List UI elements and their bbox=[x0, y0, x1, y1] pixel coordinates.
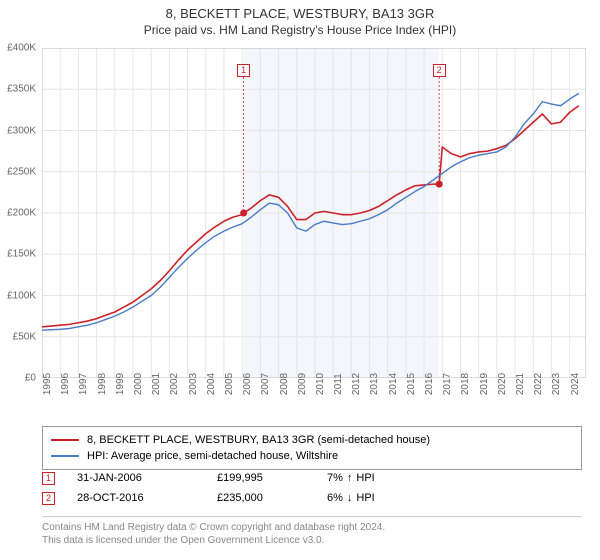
x-tick-label: 2011 bbox=[333, 373, 344, 395]
sale-pct-value: 6% bbox=[327, 492, 343, 504]
chart-subtitle: Price paid vs. HM Land Registry's House … bbox=[0, 23, 600, 37]
sale-date: 31-JAN-2006 bbox=[77, 472, 217, 484]
x-tick-label: 2022 bbox=[533, 373, 544, 395]
sale-row-marker: 2 bbox=[42, 492, 55, 505]
x-tick-label: 2024 bbox=[570, 373, 581, 395]
x-tick-label: 2016 bbox=[424, 373, 435, 395]
x-tick-label: 2014 bbox=[388, 373, 399, 395]
x-tick-label: 2018 bbox=[460, 373, 471, 395]
footer: Contains HM Land Registry data © Crown c… bbox=[42, 516, 582, 547]
x-tick-label: 2013 bbox=[369, 373, 380, 395]
x-tick-label: 2020 bbox=[497, 373, 508, 395]
x-tick-label: 1995 bbox=[42, 373, 53, 395]
x-tick-label: 2006 bbox=[242, 373, 253, 395]
title-block: 8, BECKETT PLACE, WESTBURY, BA13 3GR Pri… bbox=[0, 0, 600, 39]
chart-svg bbox=[42, 48, 586, 378]
y-tick-label: £0 bbox=[25, 373, 36, 384]
y-tick-label: £50K bbox=[13, 331, 36, 342]
chart-title: 8, BECKETT PLACE, WESTBURY, BA13 3GR bbox=[0, 6, 600, 21]
x-axis: 1995199619971998199920002001200220032004… bbox=[42, 380, 586, 420]
y-tick-label: £300K bbox=[7, 125, 36, 136]
x-tick-label: 2007 bbox=[260, 373, 271, 395]
footer-line-1: Contains HM Land Registry data © Crown c… bbox=[42, 521, 582, 534]
y-tick-label: £200K bbox=[7, 208, 36, 219]
sale-vs-label: HPI bbox=[356, 472, 374, 484]
x-tick-label: 2009 bbox=[297, 373, 308, 395]
x-tick-label: 2003 bbox=[188, 373, 199, 395]
sale-vs-label: HPI bbox=[356, 492, 374, 504]
y-axis: £0£50K£100K£150K£200K£250K£300K£350K£400… bbox=[0, 48, 40, 378]
y-tick-label: £350K bbox=[7, 84, 36, 95]
legend-swatch bbox=[51, 439, 79, 441]
x-tick-label: 2010 bbox=[315, 373, 326, 395]
legend-label: HPI: Average price, semi-detached house,… bbox=[87, 450, 338, 462]
sale-row-marker: 1 bbox=[42, 472, 55, 485]
x-tick-label: 2001 bbox=[151, 373, 162, 395]
y-tick-label: £250K bbox=[7, 166, 36, 177]
x-tick-label: 2015 bbox=[406, 373, 417, 395]
sale-price: £199,995 bbox=[217, 472, 327, 484]
arrow-icon: ↑ bbox=[347, 472, 353, 484]
y-tick-label: £100K bbox=[7, 290, 36, 301]
plot-area: 12 bbox=[42, 48, 586, 378]
sale-pct-value: 7% bbox=[327, 472, 343, 484]
x-tick-label: 1997 bbox=[78, 373, 89, 395]
legend-label: 8, BECKETT PLACE, WESTBURY, BA13 3GR (se… bbox=[87, 434, 430, 446]
sale-marker-2: 2 bbox=[433, 64, 446, 77]
sale-price: £235,000 bbox=[217, 492, 327, 504]
x-tick-label: 1999 bbox=[115, 373, 126, 395]
sale-pct: 7% ↑HPI bbox=[327, 472, 417, 484]
x-tick-label: 2017 bbox=[442, 373, 453, 395]
legend-row: HPI: Average price, semi-detached house,… bbox=[51, 448, 573, 464]
x-tick-label: 1996 bbox=[60, 373, 71, 395]
x-tick-label: 2012 bbox=[351, 373, 362, 395]
x-tick-label: 2000 bbox=[133, 373, 144, 395]
legend-row: 8, BECKETT PLACE, WESTBURY, BA13 3GR (se… bbox=[51, 432, 573, 448]
sale-marker-1: 1 bbox=[237, 64, 250, 77]
footer-line-2: This data is licensed under the Open Gov… bbox=[42, 534, 582, 547]
sale-row: 1 31-JAN-2006£199,9957% ↑HPI bbox=[42, 468, 582, 488]
y-tick-label: £150K bbox=[7, 249, 36, 260]
arrow-icon: ↓ bbox=[347, 492, 353, 504]
y-tick-label: £400K bbox=[7, 43, 36, 54]
x-tick-label: 2021 bbox=[515, 373, 526, 395]
x-tick-label: 2019 bbox=[479, 373, 490, 395]
x-tick-label: 1998 bbox=[97, 373, 108, 395]
legend-swatch bbox=[51, 455, 79, 457]
legend: 8, BECKETT PLACE, WESTBURY, BA13 3GR (se… bbox=[42, 426, 582, 470]
sales-table: 1 31-JAN-2006£199,9957% ↑HPI 2 28-OCT-2016£2… bbox=[42, 468, 582, 508]
x-tick-label: 2023 bbox=[551, 373, 562, 395]
x-tick-label: 2002 bbox=[169, 373, 180, 395]
x-tick-label: 2004 bbox=[206, 373, 217, 395]
chart-container: 8, BECKETT PLACE, WESTBURY, BA13 3GR Pri… bbox=[0, 0, 600, 560]
sale-date: 28-OCT-2016 bbox=[77, 492, 217, 504]
sale-pct: 6% ↓HPI bbox=[327, 492, 417, 504]
sale-row: 2 28-OCT-2016£235,0006% ↓HPI bbox=[42, 488, 582, 508]
x-tick-label: 2008 bbox=[279, 373, 290, 395]
x-tick-label: 2005 bbox=[224, 373, 235, 395]
